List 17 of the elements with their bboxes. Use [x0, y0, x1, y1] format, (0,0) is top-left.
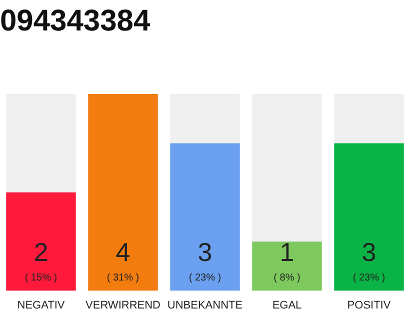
data-label: 3	[198, 236, 212, 267]
data-label: 1	[280, 236, 294, 267]
annotation: ( 23% )	[188, 272, 222, 284]
x-tick-label: VERWIRREND	[86, 299, 161, 312]
x-tick-label: POSITIV	[347, 299, 392, 312]
data-label: 4	[116, 236, 130, 267]
chart-title: 094343384	[0, 4, 150, 38]
annotation: ( 15% )	[24, 272, 58, 284]
annotation: ( 8% )	[274, 272, 300, 284]
x-tick-label: NEGATIV	[17, 299, 66, 312]
data-label: 2	[34, 236, 48, 267]
bar	[252, 242, 322, 291]
x-tick-label: EGAL	[272, 299, 302, 312]
x-tick-label: UNBEKANNTE	[167, 299, 243, 312]
annotation: ( 23% )	[352, 272, 386, 284]
data-label: 3	[362, 236, 376, 267]
annotation: ( 31% )	[106, 272, 140, 284]
